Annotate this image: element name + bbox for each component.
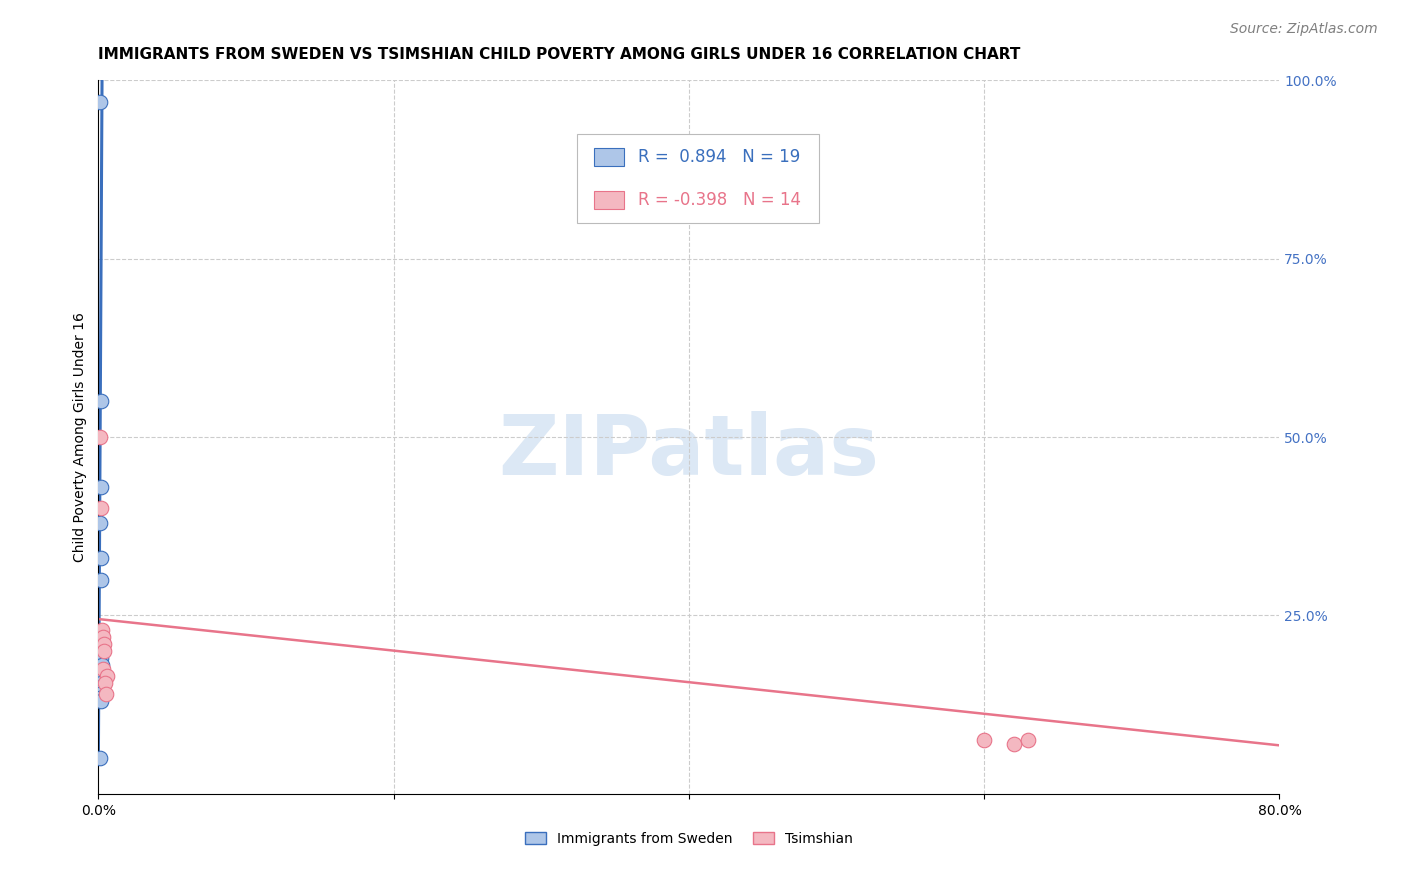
Point <box>91 623 114 637</box>
Point <box>89 516 111 530</box>
Point <box>90 394 112 409</box>
FancyBboxPatch shape <box>595 191 624 209</box>
Point <box>94 676 117 690</box>
Point <box>91 662 114 676</box>
Point <box>89 430 111 444</box>
Text: IMMIGRANTS FROM SWEDEN VS TSIMSHIAN CHILD POVERTY AMONG GIRLS UNDER 16 CORRELATI: IMMIGRANTS FROM SWEDEN VS TSIMSHIAN CHIL… <box>98 47 1021 62</box>
Point <box>91 630 114 644</box>
Point <box>90 658 112 673</box>
Point <box>93 644 115 658</box>
Text: R = -0.398   N = 14: R = -0.398 N = 14 <box>638 191 801 209</box>
Point <box>89 673 111 687</box>
Text: R =  0.894   N = 19: R = 0.894 N = 19 <box>638 148 800 166</box>
Point <box>1002 737 1025 751</box>
Point <box>90 651 112 665</box>
Point <box>90 480 112 494</box>
Point <box>1018 733 1040 747</box>
Point <box>89 95 111 109</box>
Point <box>96 669 118 683</box>
Point <box>90 676 112 690</box>
Text: ZIPatlas: ZIPatlas <box>499 411 879 491</box>
FancyBboxPatch shape <box>595 148 624 166</box>
Point <box>90 551 112 566</box>
Point <box>973 733 995 747</box>
Point <box>90 665 112 680</box>
Legend: Immigrants from Sweden, Tsimshian: Immigrants from Sweden, Tsimshian <box>519 826 859 851</box>
Text: Source: ZipAtlas.com: Source: ZipAtlas.com <box>1230 22 1378 37</box>
Point <box>94 687 117 701</box>
Point <box>90 637 112 651</box>
Point <box>89 630 111 644</box>
FancyBboxPatch shape <box>576 134 818 223</box>
Point <box>89 644 111 658</box>
Point <box>89 690 111 705</box>
Point <box>93 637 115 651</box>
Point <box>89 751 111 765</box>
Point <box>89 687 111 701</box>
Point <box>90 573 112 587</box>
Point <box>90 680 112 694</box>
Y-axis label: Child Poverty Among Girls Under 16: Child Poverty Among Girls Under 16 <box>73 312 87 562</box>
Point <box>90 501 112 516</box>
Point <box>90 694 112 708</box>
Point <box>90 637 112 651</box>
